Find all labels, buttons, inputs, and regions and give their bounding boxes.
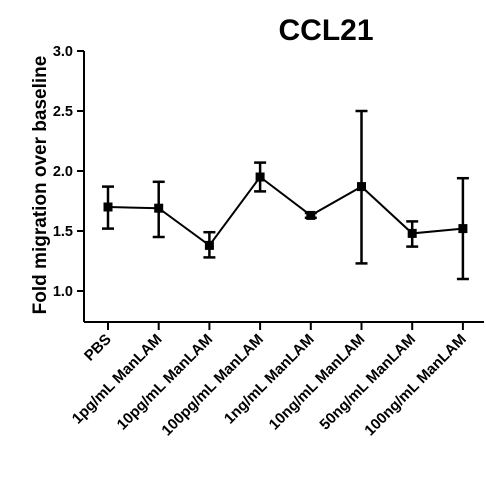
y-ticks: 1.0 1.5 2.0 2.5 3.0 <box>53 44 84 300</box>
chart-title: CCL21 <box>278 14 373 47</box>
category-label: 1ng/mL ManLAM <box>221 331 318 428</box>
series-line <box>107 175 463 247</box>
data-point <box>306 210 316 220</box>
y-tick-label: 3.0 <box>53 44 73 60</box>
data-point <box>154 203 164 213</box>
data-point <box>255 172 265 182</box>
category-label: 100ng/mL ManLAM <box>361 331 469 439</box>
data-point <box>407 228 417 238</box>
data-point <box>357 182 366 192</box>
data-point <box>458 224 468 234</box>
y-tick-label: 2.5 <box>53 104 73 120</box>
data-points <box>103 172 468 250</box>
y-tick-label: 2.0 <box>53 164 73 180</box>
data-point <box>103 202 113 212</box>
x-ticks <box>107 322 464 330</box>
data-point <box>204 240 214 250</box>
category-label: 50ng/mL ManLAM <box>316 331 419 434</box>
category-label: PBS <box>81 331 115 365</box>
category-label: 10ng/mL ManLAM <box>266 331 369 434</box>
y-axis-label: Fold migration over baseline <box>30 56 51 315</box>
series-line-group <box>107 175 463 247</box>
category-label: 10pg/mL ManLAM <box>114 331 217 434</box>
category-label: 1pg/mL ManLAM <box>69 331 166 428</box>
y-tick-label: 1.5 <box>53 224 73 240</box>
y-tick-label: 1.0 <box>53 284 73 300</box>
